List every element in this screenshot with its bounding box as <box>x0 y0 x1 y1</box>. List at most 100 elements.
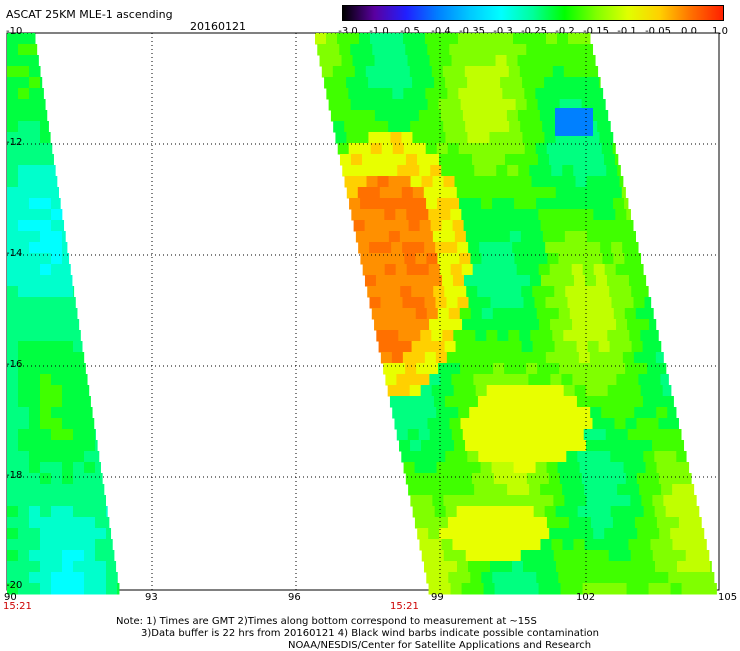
swath-cell <box>475 330 487 342</box>
swath-cell <box>385 55 398 67</box>
swath-cell <box>382 253 394 265</box>
swath-cell <box>557 143 570 155</box>
swath-cell <box>530 66 543 78</box>
swath-cell <box>51 286 63 298</box>
swath-cell <box>29 220 41 232</box>
swath-cell <box>51 242 63 254</box>
colorbar-tick-label: -0.4 <box>431 26 451 37</box>
swath-cell <box>7 440 19 452</box>
swath-cell <box>479 297 492 309</box>
swath-cell <box>436 407 448 419</box>
swath-cell <box>513 407 525 419</box>
swath-cell <box>51 187 60 199</box>
swath-cell <box>655 352 664 364</box>
swath-cell <box>542 176 555 188</box>
swath-cell <box>62 308 74 320</box>
swath-cell <box>529 539 541 551</box>
swath-cell <box>700 517 702 529</box>
swath-cell <box>493 44 505 56</box>
swath-cell <box>540 484 552 496</box>
swath-cell <box>582 583 595 595</box>
swath-cell <box>18 44 30 56</box>
swath-cell <box>475 66 488 78</box>
swath-cell <box>7 220 19 232</box>
swath-cell <box>502 33 514 45</box>
swath-cell <box>642 341 655 353</box>
swath-cell <box>465 550 478 562</box>
swath-cell <box>439 528 451 540</box>
swath-cell <box>581 418 593 430</box>
swath-cell <box>536 253 548 265</box>
swath-cell <box>366 231 379 243</box>
swath-cell <box>40 286 52 298</box>
swath-cell <box>609 286 621 298</box>
swath-cell <box>339 154 352 166</box>
swath-cell <box>473 110 486 122</box>
swath-cell <box>524 143 537 155</box>
swath-cell <box>458 462 471 474</box>
swath-cell <box>384 209 396 221</box>
swath-cell <box>516 209 528 221</box>
swath-cell <box>40 352 52 364</box>
swath-cell <box>505 209 517 221</box>
swath-cell <box>607 330 619 342</box>
swath-cell <box>536 198 548 210</box>
swath-cell <box>576 396 589 408</box>
swath-cell <box>40 473 52 485</box>
swath-cell <box>633 352 646 364</box>
swath-cell <box>84 517 96 529</box>
swath-cell <box>633 297 646 309</box>
swath-cell <box>644 297 652 309</box>
swath-cell <box>458 517 471 529</box>
swath-cell <box>535 517 548 529</box>
swath-cell <box>641 440 653 452</box>
swath-cell <box>410 176 423 188</box>
swath-cell <box>590 462 603 474</box>
swath-cell <box>562 165 574 177</box>
swath-cell <box>427 44 439 56</box>
swath-cell <box>586 231 599 243</box>
swath-cell <box>375 165 387 177</box>
swath-cell <box>559 363 571 375</box>
swath-cell <box>385 374 397 386</box>
swath-cell <box>450 209 462 221</box>
swath-cell <box>674 550 687 562</box>
swath-cell <box>452 165 464 177</box>
swath-cell <box>509 121 521 133</box>
swath-cell <box>394 154 407 166</box>
swath-cell <box>437 308 450 320</box>
swath-cell <box>635 253 642 265</box>
swath-cell <box>51 440 63 452</box>
swath-cell <box>458 88 470 100</box>
swath-cell <box>429 374 441 386</box>
swath-cell <box>631 341 644 353</box>
swath-cell <box>29 572 41 584</box>
swath-cell <box>496 275 509 287</box>
swath-cell <box>529 484 541 496</box>
swath-cell <box>469 517 482 529</box>
swath-cell <box>601 462 614 474</box>
swath-cell <box>521 286 533 298</box>
swath-cell <box>62 561 74 573</box>
swath-cell <box>571 528 583 540</box>
swath-cell <box>498 440 510 452</box>
swath-cell <box>409 330 421 342</box>
swath-cell <box>586 440 598 452</box>
swath-cell <box>611 561 623 573</box>
swath-cell <box>447 88 459 100</box>
swath-cell <box>500 77 512 89</box>
swath-cell <box>412 451 424 463</box>
swath-cell <box>487 495 499 507</box>
swath-cell <box>40 319 52 331</box>
swath-cell <box>523 352 536 364</box>
swath-cell <box>613 572 625 584</box>
swath-cell <box>7 286 19 298</box>
swath-cell <box>424 297 437 309</box>
swath-cell <box>394 363 406 375</box>
swath-cell <box>436 462 449 474</box>
swath-cell <box>29 66 41 78</box>
swath-cell <box>7 187 19 199</box>
swath-cell <box>84 462 96 474</box>
swath-cell <box>29 297 41 309</box>
swath-cell <box>412 187 425 199</box>
